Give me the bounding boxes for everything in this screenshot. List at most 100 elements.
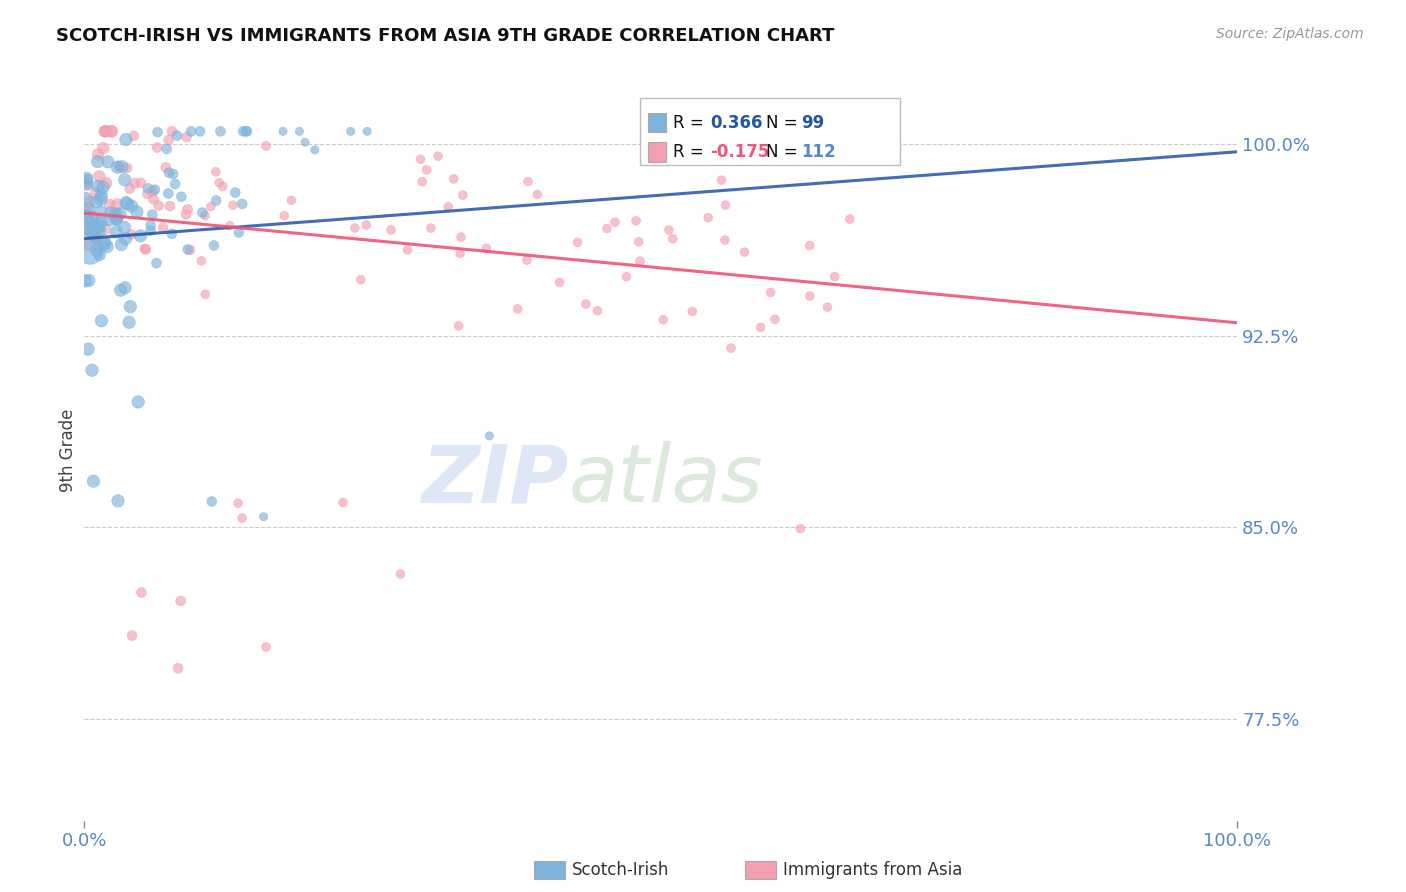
Point	[280, 194, 302, 208]
Point	[77, 194, 100, 209]
Point	[157, 186, 180, 201]
Point	[222, 198, 245, 212]
Point	[211, 179, 233, 194]
Point	[120, 300, 142, 314]
Point	[77, 342, 100, 356]
Point	[87, 147, 110, 161]
Y-axis label: 9th Grade: 9th Grade	[59, 409, 77, 492]
Text: Source: ZipAtlas.com: Source: ZipAtlas.com	[1216, 27, 1364, 41]
Point	[86, 194, 108, 209]
Point	[443, 172, 465, 186]
Point	[105, 212, 128, 227]
Point	[156, 142, 179, 156]
Point	[720, 341, 742, 355]
Point	[697, 211, 720, 225]
Point	[80, 215, 103, 229]
Point	[218, 219, 240, 233]
Point	[517, 175, 540, 189]
Point	[204, 165, 226, 179]
Point	[76, 177, 98, 191]
Point	[76, 173, 98, 187]
Point	[179, 243, 201, 257]
Point	[176, 202, 198, 217]
Point	[77, 273, 100, 287]
Point	[142, 185, 165, 199]
Text: 112: 112	[801, 143, 837, 161]
Point	[100, 124, 122, 138]
Point	[82, 222, 104, 236]
Point	[89, 169, 111, 184]
Text: -0.175: -0.175	[710, 143, 769, 161]
Point	[838, 212, 860, 227]
Point	[160, 124, 183, 138]
Point	[76, 171, 98, 186]
Point	[824, 269, 846, 284]
Point	[139, 219, 162, 233]
Point	[389, 566, 412, 581]
Point	[77, 213, 100, 227]
Point	[86, 244, 108, 258]
Point	[271, 124, 294, 138]
Point	[124, 176, 146, 190]
Point	[108, 159, 131, 173]
Point	[380, 223, 402, 237]
Point	[799, 289, 821, 303]
Point	[356, 124, 378, 138]
Point	[273, 209, 295, 223]
Point	[121, 629, 143, 643]
Point	[143, 183, 166, 197]
Point	[253, 509, 276, 524]
Point	[82, 211, 104, 225]
Text: Immigrants from Asia: Immigrants from Asia	[783, 861, 963, 879]
Point	[799, 238, 821, 252]
Point	[304, 143, 326, 157]
Point	[105, 160, 128, 174]
Point	[681, 304, 703, 318]
Point	[105, 197, 128, 211]
Point	[759, 285, 782, 300]
Text: N =: N =	[766, 143, 803, 161]
Point	[174, 207, 197, 221]
Point	[107, 494, 129, 508]
Point	[77, 223, 100, 237]
Point	[110, 237, 132, 252]
Point	[714, 198, 737, 212]
Point	[165, 177, 187, 191]
Point	[190, 253, 212, 268]
Point	[84, 225, 107, 239]
Point	[419, 221, 441, 235]
Point	[449, 246, 471, 260]
Point	[96, 239, 118, 253]
Point	[98, 198, 121, 212]
Point	[157, 166, 180, 180]
Point	[117, 197, 139, 211]
Point	[350, 273, 373, 287]
Point	[224, 186, 246, 200]
Point	[91, 141, 114, 155]
Point	[142, 192, 165, 206]
Point	[105, 225, 128, 239]
Point	[125, 205, 148, 219]
Text: N =: N =	[766, 113, 803, 132]
Point	[108, 207, 131, 221]
Point	[112, 220, 135, 235]
Point	[235, 124, 257, 138]
Point	[93, 235, 115, 250]
Point	[146, 140, 169, 154]
Point	[96, 124, 118, 138]
Point	[180, 124, 202, 138]
Point	[146, 125, 169, 139]
Point	[87, 219, 110, 234]
Point	[160, 227, 183, 241]
Point	[101, 124, 124, 138]
Point	[157, 133, 180, 147]
Point	[94, 237, 117, 252]
Point	[105, 211, 128, 226]
Point	[90, 192, 112, 206]
Point	[148, 198, 170, 212]
Point	[82, 219, 104, 233]
Point	[343, 221, 366, 235]
Point	[131, 585, 153, 599]
Point	[427, 149, 450, 163]
Point	[84, 186, 107, 200]
